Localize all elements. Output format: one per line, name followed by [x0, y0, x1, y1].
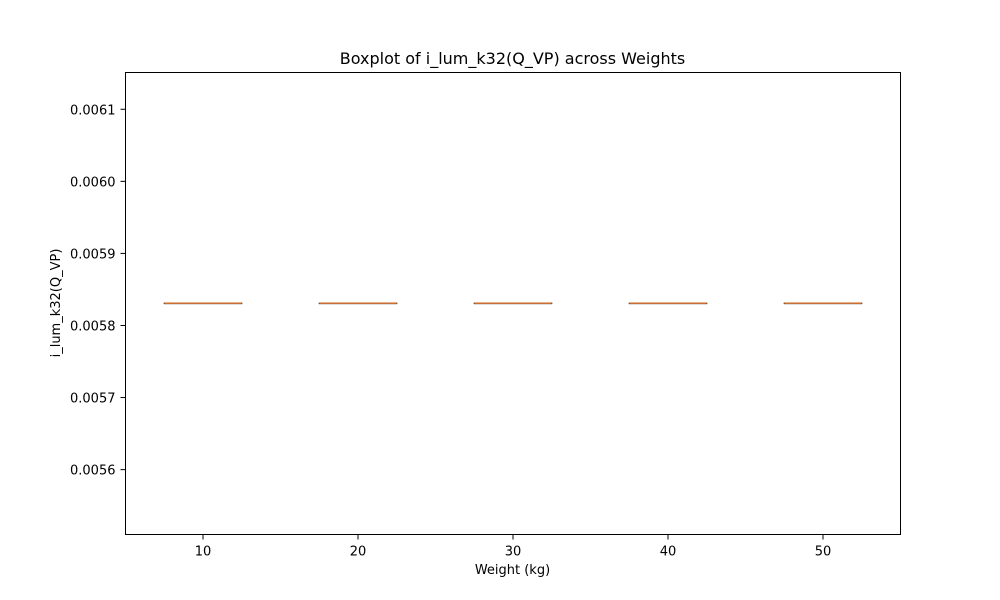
x-tick-label: 30: [505, 545, 522, 560]
x-tick-label: 40: [660, 545, 677, 560]
box-30: [473, 302, 553, 305]
y-axis: 0.0056 0.0057 0.0058 0.0059 0.0060 0.0061: [70, 103, 126, 479]
x-axis: 10 20 30 40 50: [195, 534, 832, 560]
y-axis-label: i_lum_k32(Q_VP): [49, 249, 64, 358]
box-40: [628, 302, 708, 305]
y-tick-label: 0.0056: [70, 464, 116, 479]
box-10: [163, 302, 243, 305]
x-tick-label: 50: [815, 545, 832, 560]
x-tick-label: 10: [195, 545, 212, 560]
plot-area: [163, 302, 863, 305]
y-tick-label: 0.0059: [70, 247, 116, 262]
y-tick-label: 0.0057: [70, 392, 116, 407]
y-tick-label: 0.0060: [70, 175, 116, 190]
box-20: [318, 302, 398, 305]
x-axis-label: Weight (kg): [475, 563, 550, 578]
x-tick-label: 20: [350, 545, 367, 560]
chart-title: Boxplot of i_lum_k32(Q_VP) across Weight…: [340, 49, 685, 69]
y-tick-label: 0.0061: [70, 103, 116, 118]
box-50: [783, 302, 863, 305]
y-tick-label: 0.0058: [70, 319, 116, 334]
